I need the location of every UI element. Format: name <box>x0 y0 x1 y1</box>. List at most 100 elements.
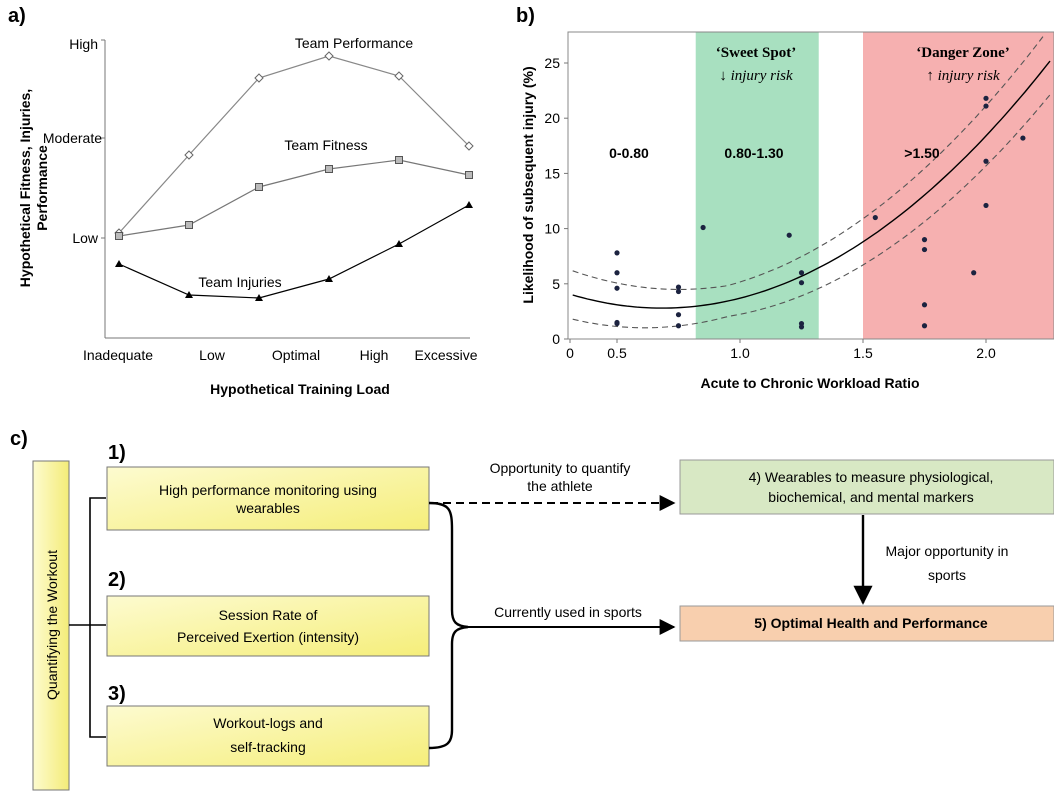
data-point <box>675 288 682 295</box>
x-tick-label: 0 <box>566 345 574 361</box>
panel-a-ytick-low: Low <box>72 230 99 246</box>
box-5 <box>679 605 1054 642</box>
panel-a-xtick-1: Low <box>199 347 226 363</box>
fitness-point <box>115 232 123 240</box>
series-label-fitness: Team Fitness <box>284 137 367 153</box>
data-point <box>983 103 989 109</box>
item-2-text-2: Perceived Exertion (intensity) <box>177 629 359 645</box>
data-point <box>921 237 928 243</box>
data-point <box>614 319 620 326</box>
panel-b-plot-frame <box>567 31 1054 340</box>
injuries-point <box>115 260 123 267</box>
panel-a-series-group <box>114 51 474 301</box>
injuries-point <box>185 291 193 298</box>
fit-curve <box>572 60 1051 309</box>
y-tick-label: 5 <box>552 276 560 292</box>
series-label-injuries: Team Injuries <box>198 274 281 290</box>
data-point <box>1020 135 1026 141</box>
zone-danger-sub: ↑ injury risk <box>926 68 1000 84</box>
x-tick-label: 2.0 <box>976 345 996 361</box>
data-point <box>675 323 682 329</box>
fitness-point <box>255 183 263 191</box>
data-point <box>798 324 805 330</box>
data-point <box>971 270 977 276</box>
zone-danger-range: >1.50 <box>904 145 940 161</box>
side-box <box>32 460 70 791</box>
right-bracket <box>428 501 469 750</box>
data-point <box>700 224 706 231</box>
dashed-arrow-label-2: the athlete <box>527 478 593 494</box>
series-line-0 <box>118 55 470 234</box>
side-box-label: Quantifying the Workout <box>44 550 60 700</box>
data-point <box>921 302 928 308</box>
performance-point <box>184 150 194 160</box>
y-tick-label: 0 <box>552 331 560 347</box>
down-arrow-label-2: sports <box>928 567 966 583</box>
x-tick-label: 0.5 <box>607 345 627 361</box>
data-point <box>614 285 620 291</box>
performance-point <box>324 51 334 61</box>
item-1-text-1: High performance monitoring using <box>159 482 377 498</box>
panel-b-points <box>614 95 1026 330</box>
box-5-text: 5) Optimal Health and Performance <box>754 615 988 631</box>
panel-a-letter: a) <box>8 5 26 27</box>
item-2-number: 2) <box>108 569 126 591</box>
panel-a-xtick-3: High <box>360 347 389 363</box>
item-3-box <box>106 705 430 767</box>
series-line-1 <box>118 159 470 237</box>
data-point <box>921 246 928 253</box>
data-point <box>675 312 682 318</box>
data-point <box>675 284 682 290</box>
data-point <box>983 202 989 209</box>
box-4-text-2: biochemical, and mental markers <box>768 489 973 505</box>
injuries-point <box>255 294 263 301</box>
fitness-point <box>465 171 473 179</box>
performance-point <box>254 73 264 83</box>
zone-low-range: 0-0.80 <box>609 145 649 161</box>
item-2-text-1: Session Rate of <box>219 607 318 623</box>
panel-b-letter: b) <box>516 5 535 27</box>
x-tick-label: 1.5 <box>853 345 873 361</box>
panel-b-zones <box>695 32 1054 339</box>
panel-a-ytick-moderate: Moderate <box>43 130 102 146</box>
injuries-point <box>465 201 473 208</box>
panel-a-xtick-0: Inadequate <box>83 347 153 363</box>
series-line-2 <box>118 204 470 299</box>
item-1-text-2: wearables <box>235 500 300 516</box>
panel-a-ylabel-2: Performance <box>34 145 50 231</box>
data-point <box>798 270 805 276</box>
data-point <box>983 158 989 164</box>
data-point <box>872 214 878 221</box>
x-tick-label: 1.0 <box>730 345 750 361</box>
y-tick-label: 10 <box>544 221 560 237</box>
y-tick-label: 15 <box>544 165 560 181</box>
injuries-point <box>395 240 403 247</box>
solid-arrow-label: Currently used in sports <box>494 604 642 620</box>
panel-a-ytick-high: High <box>69 36 98 52</box>
data-point <box>798 280 805 286</box>
panel-c-letter: c) <box>10 428 28 450</box>
item-2-box <box>106 595 430 657</box>
panel-b-xlabel: Acute to Chronic Workload Ratio <box>700 375 919 391</box>
data-point <box>921 323 928 329</box>
data-point <box>614 250 620 256</box>
zone-sweet-sub: ↓ injury risk <box>719 68 793 84</box>
zone-danger-title: ‘Danger Zone’ <box>916 45 1009 61</box>
fitness-point <box>325 165 333 173</box>
y-tick-label: 25 <box>544 55 560 71</box>
fit-upper-ci <box>572 33 1046 290</box>
item-3-text-2: self-tracking <box>230 739 305 755</box>
data-point <box>614 270 620 276</box>
performance-point <box>464 141 474 151</box>
dashed-arrow-label-1: Opportunity to quantify <box>490 460 631 476</box>
panel-a-xlabel: Hypothetical Training Load <box>210 381 390 397</box>
fitness-point <box>395 156 403 164</box>
zone-sweet-spot <box>695 32 819 339</box>
panel-a-xtick-4: Excessive <box>414 347 477 363</box>
zone-sweet-title: ‘Sweet Spot’ <box>716 45 796 61</box>
zone-danger <box>863 32 1054 339</box>
data-point <box>983 95 989 101</box>
panel-b-fit <box>572 33 1051 329</box>
item-3-text-1: Workout-logs and <box>213 715 322 731</box>
